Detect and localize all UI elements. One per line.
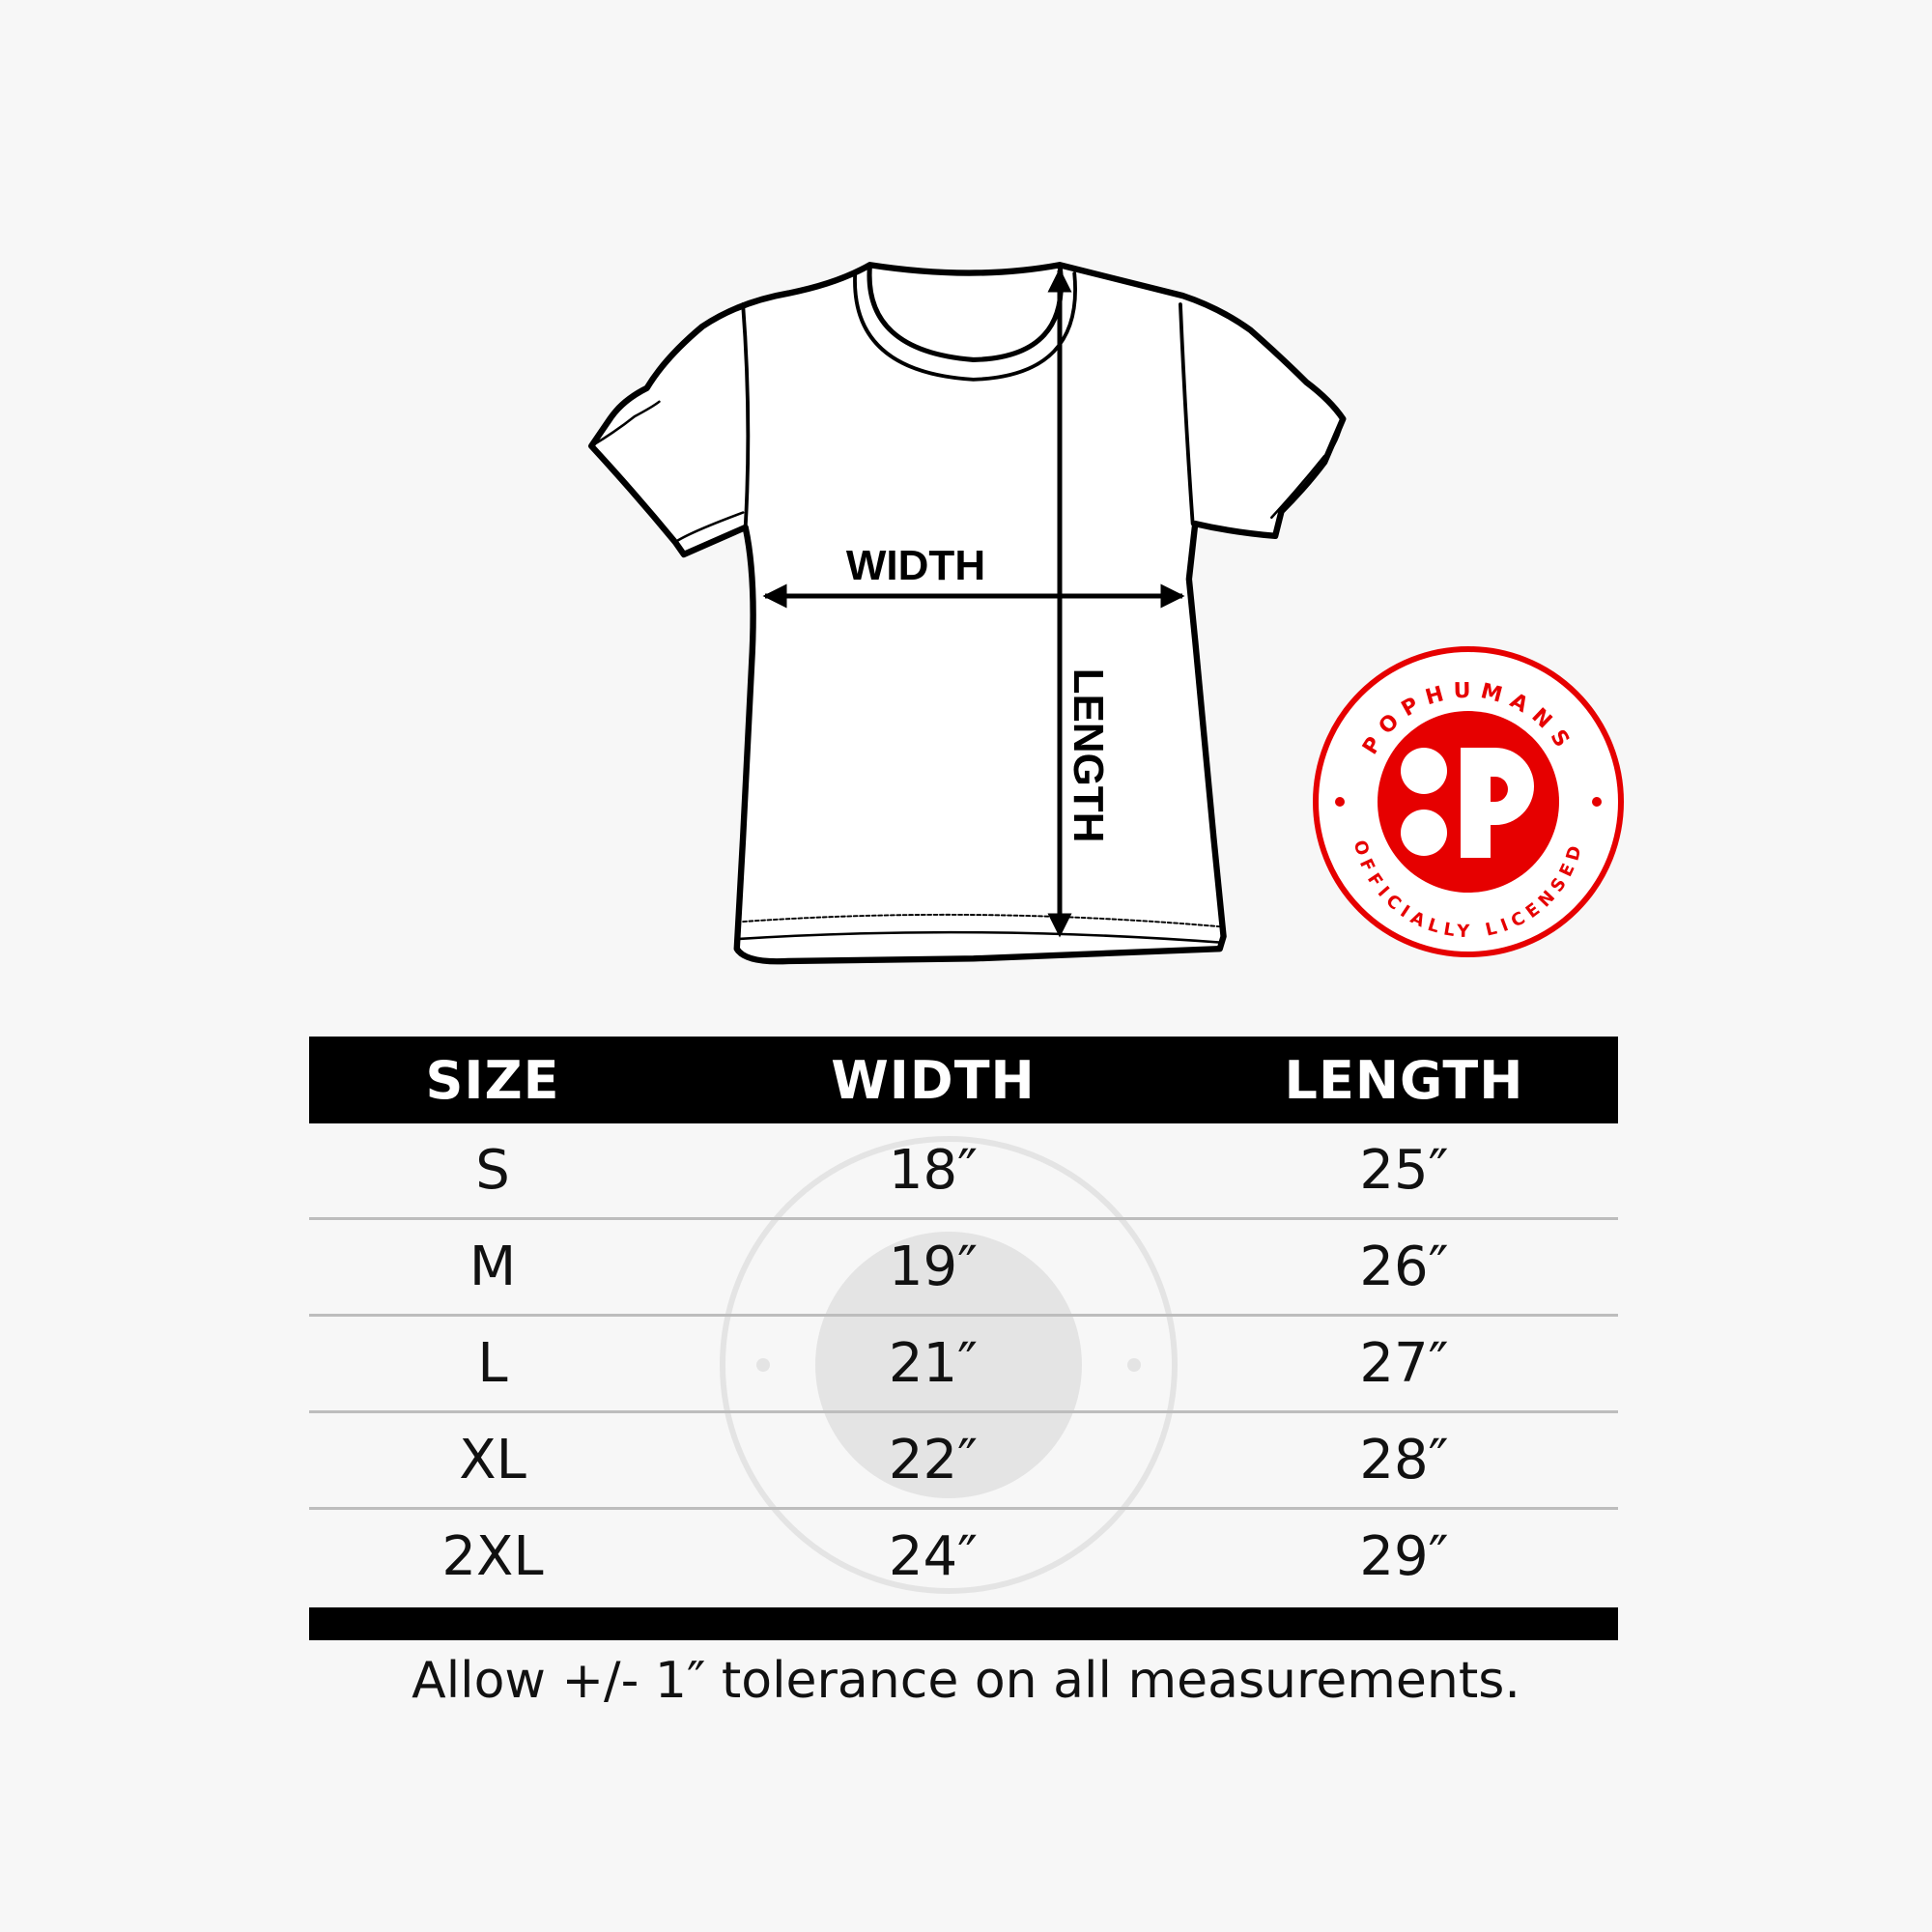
- size-chart-table: SIZE WIDTH LENGTH S 18″ 25″ M 19″ 26″ L …: [309, 1037, 1618, 1640]
- cell-length: 27″: [1359, 1332, 1449, 1395]
- cell-width: 19″: [888, 1236, 979, 1298]
- table-row: 2XL 24″ 29″: [309, 1510, 1618, 1604]
- cell-size: M: [469, 1236, 517, 1298]
- cell-width: 24″: [888, 1525, 979, 1588]
- cell-length: 28″: [1359, 1429, 1449, 1492]
- tolerance-note: Allow +/- 1″ tolerance on all measuremen…: [412, 1652, 1520, 1710]
- table-row: S 18″ 25″: [309, 1123, 1618, 1220]
- cell-length: 26″: [1359, 1236, 1449, 1298]
- width-label: WIDTH: [846, 542, 985, 589]
- header-length: LENGTH: [1284, 1049, 1524, 1111]
- table-header: SIZE WIDTH LENGTH: [309, 1037, 1618, 1123]
- header-size: SIZE: [425, 1049, 560, 1111]
- table-row: XL 22″ 28″: [309, 1413, 1618, 1510]
- header-width: WIDTH: [831, 1049, 1036, 1111]
- length-label: LENGTH: [1065, 668, 1112, 843]
- watermark-logo: [720, 1136, 1178, 1594]
- cell-width: 21″: [888, 1332, 979, 1395]
- cell-size: S: [475, 1139, 510, 1202]
- table-bottom-bar: [309, 1607, 1618, 1640]
- cell-size: 2XL: [441, 1525, 544, 1588]
- cell-width: 18″: [888, 1139, 979, 1202]
- table-row: L 21″ 27″: [309, 1317, 1618, 1413]
- table-row: M 19″ 26″: [309, 1220, 1618, 1317]
- officially-licensed-badge: POPHUMANS OFFICIALLY LICENSED: [1313, 646, 1624, 957]
- tshirt-illustration: [588, 262, 1347, 965]
- cell-length: 29″: [1359, 1525, 1449, 1588]
- cell-length: 25″: [1359, 1139, 1449, 1202]
- cell-width: 22″: [888, 1429, 979, 1492]
- cell-size: L: [477, 1332, 508, 1395]
- cell-size: XL: [459, 1429, 526, 1492]
